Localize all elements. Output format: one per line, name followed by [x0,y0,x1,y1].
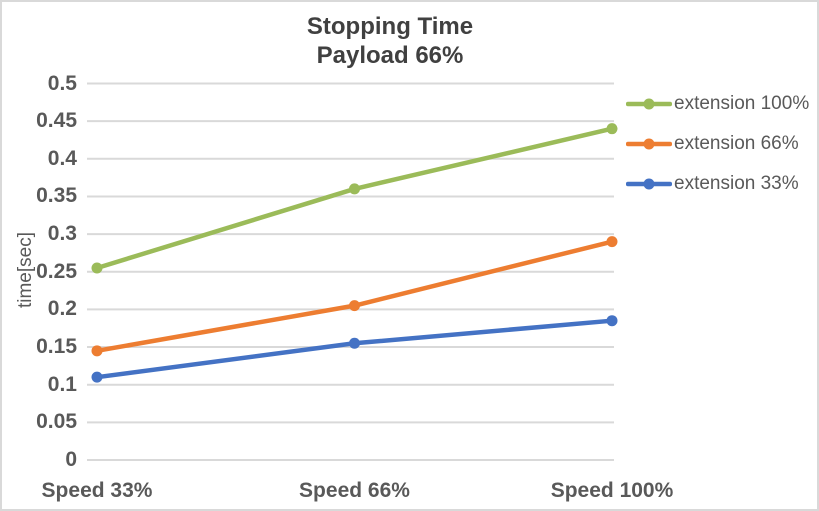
chart-title-line2: Payload 66% [316,42,464,69]
chart-title: Stopping Time Payload 66% [307,12,473,70]
x-tick-label: Speed 33% [41,479,153,502]
y-tick-label: 0.1 [47,372,77,396]
legend-label: extension 33% [674,173,799,194]
y-tick-label: 0.25 [36,259,77,283]
legend-marker-icon [626,138,672,150]
data-point-marker [91,371,103,383]
x-tick-label: Speed 66% [299,479,410,502]
y-tick-label: 0.45 [36,109,77,133]
x-tick-label: Speed 100% [550,479,674,502]
legend-label: extension 100% [674,93,810,114]
data-point-marker [349,337,360,349]
y-tick-label: 0 [65,448,77,471]
data-point-marker [349,183,360,195]
legend-marker-icon [626,98,672,110]
legend-marker-icon [626,178,672,190]
y-tick-label: 0.35 [36,184,77,208]
chart-title-line1: Stopping Time [306,13,474,40]
y-tick-label: 0.2 [47,297,77,321]
data-point-marker [606,315,618,327]
legend-item: extension 100% [626,91,809,117]
y-tick-label: 0.5 [47,71,77,95]
data-point-marker [91,345,103,357]
data-point-marker [606,236,618,248]
data-point-marker [91,262,103,274]
y-tick-label: 0.3 [47,222,77,246]
legend-item: extension 33% [626,171,799,197]
series-line [94,318,615,380]
y-tick-label: 0.05 [36,410,77,434]
legend-label: extension 66% [674,133,799,154]
series-line [94,239,615,354]
legend-item: extension 66% [626,131,799,157]
series-line [94,126,615,271]
data-point-marker [606,123,618,135]
y-tick-label: 0.15 [36,335,77,359]
data-point-marker [349,300,360,312]
y-tick-label: 0.4 [47,146,77,170]
